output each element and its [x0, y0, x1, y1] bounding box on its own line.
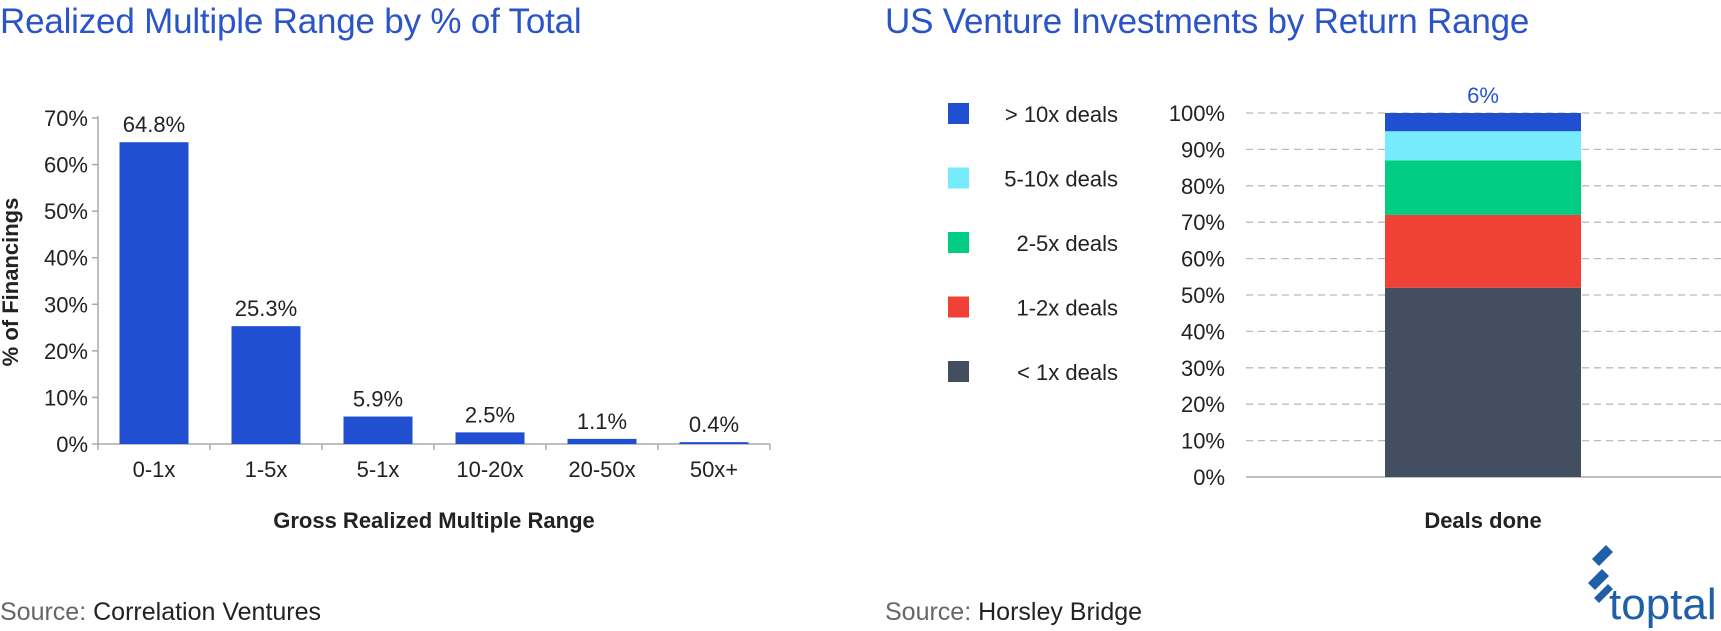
bar-data-label: 2.5% [465, 402, 515, 427]
bar-data-label: 25.3% [235, 296, 297, 321]
y-tick-label: 50% [44, 199, 88, 224]
y-tick-label: 0% [1193, 465, 1225, 490]
y-tick-label: 0% [56, 432, 88, 457]
x-tick-label: 1-5x [245, 457, 288, 482]
right-chart-title: US Venture Investments by Return Range [885, 2, 1530, 41]
x-tick-label: 20-50x [568, 457, 635, 482]
stacked-bar-segment [1385, 113, 1581, 132]
bar-data-label: 5.9% [353, 387, 403, 412]
y-axis-title: % of Financings [0, 198, 23, 367]
source-prefix: Source: [0, 598, 87, 626]
bar [119, 142, 189, 444]
stacked-bar-segment [1385, 131, 1581, 161]
y-tick-label: 70% [44, 106, 88, 131]
right-stacked-chart: 0% 10% 20% 30% 40% 50% 60% 70% 80% 90% 100% 6% Deals… [948, 83, 1721, 533]
y-tick-label: 20% [44, 339, 88, 364]
bar [567, 438, 637, 444]
left-bar-chart: 0% 10% 20% 30% 40% 50% 60% 70% 64.8% 0-1x 25.3% 1-5… [0, 106, 771, 533]
legend-swatch [948, 167, 969, 189]
y-tick-label: 60% [44, 153, 88, 178]
bar-data-label: 0.4% [689, 412, 739, 437]
x-tick-label: 10-20x [456, 457, 523, 482]
logo-text: toptal [1609, 580, 1717, 629]
left-chart-title: Realized Multiple Range by % of Total [0, 2, 582, 41]
y-tick-label: 70% [1181, 210, 1225, 235]
y-tick-label: 20% [1181, 392, 1225, 417]
y-tick-label: 10% [44, 385, 88, 410]
legend-swatch [948, 361, 969, 382]
bar [679, 442, 749, 444]
y-tick-label: 40% [1181, 319, 1225, 344]
stacked-bar-segment [1385, 214, 1581, 288]
y-tick-label: 90% [1181, 137, 1225, 162]
legend-label: 1-2x deals [1016, 296, 1118, 321]
toptal-logo-icon [1588, 545, 1613, 603]
source-name: Correlation Ventures [93, 598, 322, 626]
bar [231, 326, 301, 444]
legend-label: < 1x deals [1017, 360, 1118, 385]
bar [343, 416, 413, 444]
y-tick-label: 80% [1181, 174, 1225, 199]
legend-label: 2-5x deals [1016, 231, 1118, 256]
y-tick-label: 30% [1181, 356, 1225, 381]
x-tick-label: 5-1x [357, 457, 400, 482]
legend-swatch [948, 296, 969, 318]
source-prefix: Source: [885, 598, 972, 626]
y-tick-label: 10% [1181, 429, 1225, 454]
y-tick-label: 50% [1181, 283, 1225, 308]
legend-label: > 10x deals [1005, 102, 1118, 127]
x-tick-label: 50x+ [690, 457, 738, 482]
y-tick-label: 100% [1169, 101, 1225, 126]
legend-label: 5-10x deals [1004, 167, 1118, 192]
bar-data-label: 64.8% [123, 112, 185, 137]
x-tick-label: 0-1x [133, 457, 176, 482]
y-tick-label: 40% [44, 246, 88, 271]
y-tick-label: 30% [44, 292, 88, 317]
x-axis-title: Gross Realized Multiple Range [273, 508, 595, 533]
stacked-bar-segment [1385, 160, 1581, 215]
y-tick-label: 60% [1181, 247, 1225, 272]
right-source-note: Source: Horsley Bridge [885, 598, 1142, 627]
left-source-note: Source: Correlation Ventures [0, 598, 321, 627]
legend-swatch [948, 232, 969, 253]
x-axis-title: Deals done [1424, 508, 1541, 533]
bar [455, 432, 525, 444]
source-name: Horsley Bridge [978, 598, 1143, 626]
legend-swatch [948, 103, 969, 124]
stacked-bar-segment [1385, 287, 1581, 477]
toptal-logo: toptal [1588, 545, 1717, 629]
bar-data-label: 1.1% [577, 409, 627, 434]
bar-data-label: 6% [1467, 83, 1499, 108]
